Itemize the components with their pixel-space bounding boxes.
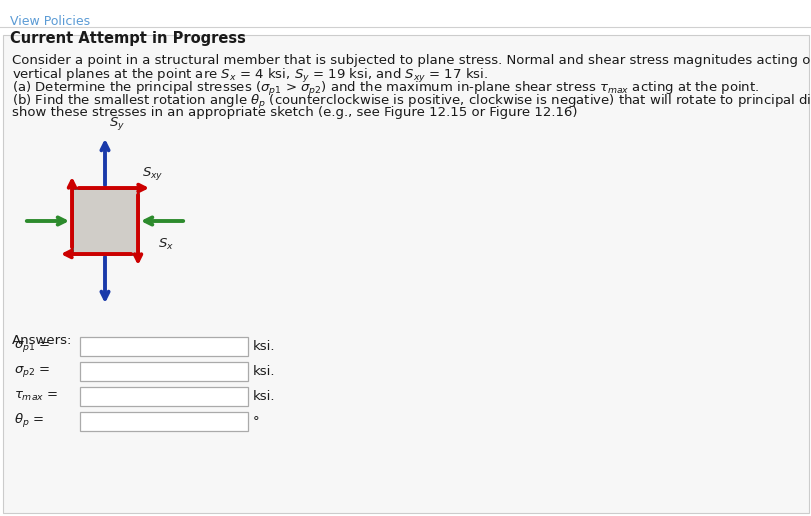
Bar (72, 188, 138, 254)
Text: $\sigma_{p1}$ =: $\sigma_{p1}$ = (14, 339, 50, 354)
Text: ksi.: ksi. (253, 365, 275, 378)
Text: Consider a point in a structural member that is subjected to plane stress. Norma: Consider a point in a structural member … (12, 54, 811, 67)
Text: (a) Determine the principal stresses ($\sigma_{p1}$ > $\sigma_{p2}$) and the max: (a) Determine the principal stresses ($\… (12, 80, 758, 98)
Bar (80, 337, 247, 356)
Bar (80, 362, 247, 381)
Text: $S_y$: $S_y$ (109, 115, 125, 132)
Text: (b) Find the smallest rotation angle $\theta_p$ (counterclockwise is positive, c: (b) Find the smallest rotation angle $\t… (12, 93, 811, 111)
Text: View Policies: View Policies (10, 15, 90, 28)
Text: $S_x$: $S_x$ (158, 237, 174, 252)
Text: $\theta_p$ =: $\theta_p$ = (14, 412, 44, 430)
Bar (80, 387, 247, 406)
Text: $S_{xy}$: $S_{xy}$ (142, 165, 163, 182)
Text: ksi.: ksi. (253, 340, 275, 353)
Text: ksi.: ksi. (253, 390, 275, 403)
Text: Answers:: Answers: (12, 334, 72, 347)
Bar (80, 412, 247, 431)
Text: vertical planes at the point are $S_x$ = 4 ksi, $S_y$ = 19 ksi, and $S_{xy}$ = 1: vertical planes at the point are $S_x$ =… (12, 67, 487, 85)
Text: Current Attempt in Progress: Current Attempt in Progress (10, 31, 246, 46)
Text: show these stresses in an appropriate sketch (e.g., see Figure 12.15 or Figure 1: show these stresses in an appropriate sk… (12, 106, 577, 119)
Text: $\tau_{max}$ =: $\tau_{max}$ = (14, 390, 58, 403)
Text: $\sigma_{p2}$ =: $\sigma_{p2}$ = (14, 364, 50, 379)
Text: °: ° (253, 415, 260, 428)
